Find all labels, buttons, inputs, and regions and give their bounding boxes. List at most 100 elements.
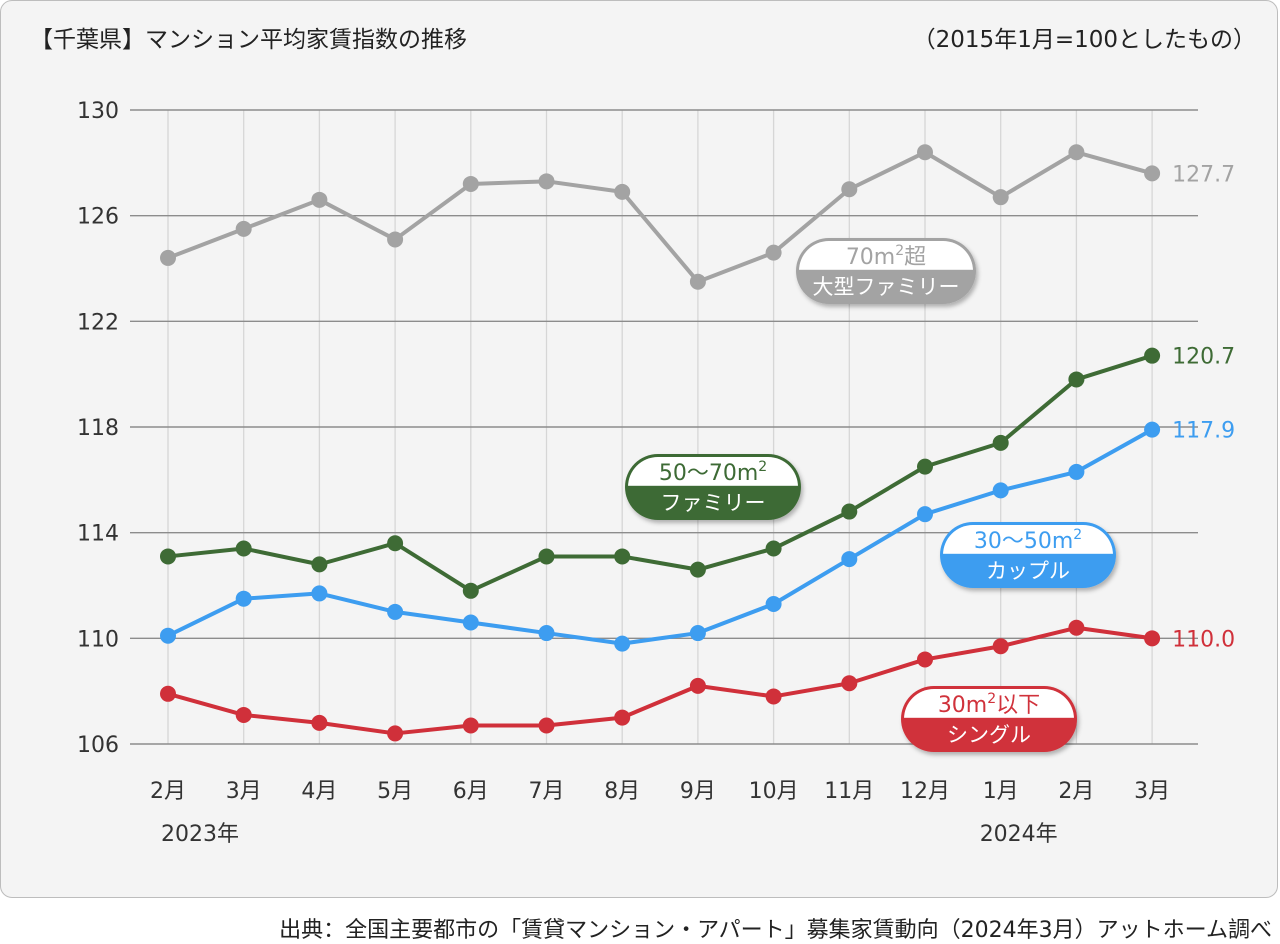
y-tick-label: 126 [77, 205, 119, 230]
data-point [689, 677, 706, 694]
end-value-label: 117.9 [1172, 419, 1235, 444]
end-value-label: 120.7 [1172, 345, 1235, 370]
data-point [841, 551, 858, 568]
data-point [765, 688, 782, 705]
data-point [538, 717, 555, 734]
legend-label-bottom: ファミリー [661, 491, 766, 515]
chart-note: （2015年1月=100としたもの） [912, 27, 1256, 53]
data-point [1144, 421, 1161, 438]
x-tick-label: 8月 [604, 779, 640, 804]
data-point [765, 595, 782, 612]
data-point [387, 535, 404, 552]
data-point [538, 548, 555, 565]
y-tick-label: 122 [77, 310, 119, 335]
data-point [689, 561, 706, 578]
x-tick-label: 11月 [824, 779, 874, 804]
end-value-label: 110.0 [1172, 627, 1235, 652]
data-point [160, 548, 176, 565]
data-point [462, 614, 479, 631]
data-point [387, 603, 404, 620]
series-2: 117.9 [160, 419, 1235, 652]
legend-label-top: 30〜50m2 [974, 527, 1082, 554]
legend-label-top: 50〜70m2 [659, 459, 767, 486]
x-tick-label: 3月 [226, 779, 262, 804]
data-point [765, 540, 782, 557]
x-tick-label: 10月 [749, 779, 799, 804]
legend-pill-top [799, 241, 973, 270]
data-point [235, 540, 252, 557]
data-point [689, 625, 706, 642]
legend-pill-top [943, 525, 1113, 554]
x-tick-label: 2月 [150, 779, 186, 804]
x-tick-label: 12月 [900, 779, 950, 804]
year-label: 2024年 [980, 822, 1058, 847]
data-point [160, 685, 176, 702]
data-point [992, 638, 1009, 655]
data-point [387, 725, 404, 742]
legend-pill-top [904, 689, 1074, 718]
data-point [917, 506, 933, 523]
legend-label-bottom: 大型ファミリー [813, 275, 960, 299]
data-point [462, 717, 479, 734]
series-1: 120.7 [160, 345, 1235, 599]
x-tick-label: 4月 [301, 779, 337, 804]
year-label: 2023年 [161, 822, 239, 847]
data-point [538, 173, 555, 190]
data-point [917, 458, 933, 475]
legend-label-bottom: シングル [947, 723, 1031, 747]
data-point [311, 714, 328, 731]
data-point [1068, 619, 1085, 636]
legend-label-top: 30m2以下 [938, 691, 1040, 718]
chart-title: 【千葉県】マンション平均家賃指数の推移 [30, 27, 467, 53]
legend-pill-top [628, 457, 798, 486]
data-point [311, 191, 328, 208]
series-3: 110.0 [160, 619, 1235, 742]
legend-label-top: 70m2超 [846, 243, 926, 270]
data-point [160, 249, 176, 266]
x-tick-label: 1月 [983, 779, 1019, 804]
data-point [614, 183, 631, 200]
data-point [462, 175, 479, 192]
data-point [917, 144, 933, 161]
data-point [992, 482, 1009, 499]
series-line [167, 353, 1153, 593]
x-tick-label: 2月 [1058, 779, 1094, 804]
data-point [235, 706, 252, 723]
data-point [992, 189, 1009, 206]
data-point [1068, 463, 1085, 480]
data-point [160, 627, 176, 644]
data-point [841, 503, 858, 520]
data-point [538, 625, 555, 642]
data-point [614, 635, 631, 652]
y-tick-label: 130 [77, 99, 119, 124]
data-point [1068, 371, 1085, 388]
data-point [917, 651, 933, 668]
y-tick-label: 118 [77, 416, 119, 441]
data-point [614, 709, 631, 726]
series-line [167, 625, 1153, 736]
x-tick-label: 9月 [680, 779, 716, 804]
data-point [841, 181, 858, 198]
data-point [841, 675, 858, 692]
data-point [614, 548, 631, 565]
data-point [1144, 165, 1161, 182]
y-tick-label: 106 [77, 733, 119, 758]
series-line [167, 427, 1154, 646]
legend-pill: 30〜50m2 カップル [940, 522, 1116, 588]
end-value-label: 127.7 [1172, 162, 1235, 187]
data-point [1068, 144, 1085, 161]
source-note: 出典：全国主要都市の「賃貸マンション・アパート」募集家賃動向（2024年3月）ア… [279, 918, 1272, 943]
y-tick-label: 110 [77, 627, 119, 652]
x-tick-label: 5月 [377, 779, 413, 804]
chart-panel [0, 0, 1278, 898]
x-tick-label: 6月 [453, 779, 489, 804]
data-point [235, 590, 252, 607]
legend-pill: 50〜70m2 ファミリー [625, 454, 801, 520]
data-point [992, 434, 1009, 451]
series-0: 127.7 [160, 144, 1235, 290]
data-point [311, 585, 328, 602]
data-point [462, 582, 479, 599]
data-point [765, 244, 782, 261]
